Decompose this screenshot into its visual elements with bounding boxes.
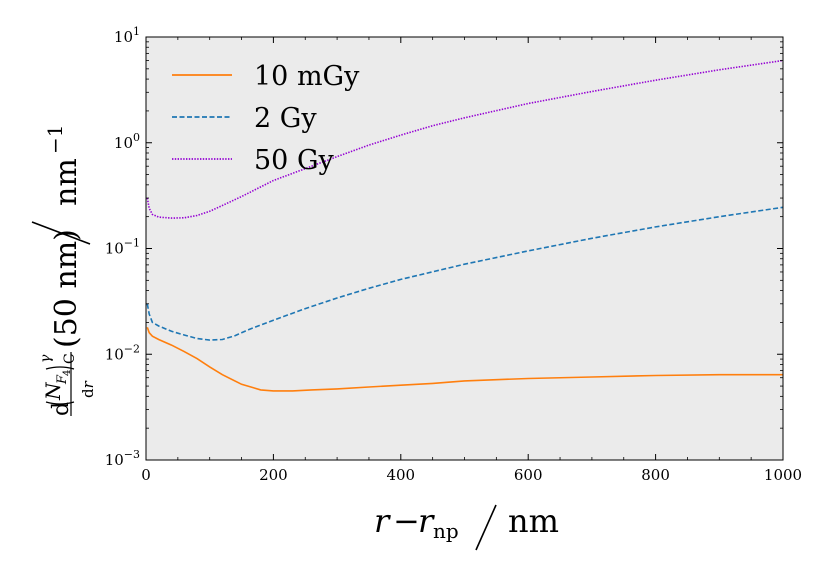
x-axis-label: r − r np nm [374, 502, 559, 551]
svg-text:N: N [41, 381, 65, 401]
svg-text:4: 4 [62, 370, 73, 376]
series-line-0 [146, 327, 783, 392]
y-axis-label: d N F 4 γ C dr (50 nm) nm −1 [31, 125, 97, 416]
y-tick-label: 10−1 [105, 237, 140, 258]
svg-text:−: − [393, 502, 420, 540]
legend-label-0: 10 mGy [254, 61, 360, 92]
legend: 10 mGy 2 Gy 50 Gy [172, 61, 360, 176]
svg-text:C: C [62, 353, 78, 364]
x-tick-label: 800 [641, 466, 670, 484]
svg-text:nm: nm [49, 158, 84, 206]
y-tick-label: 101 [114, 25, 140, 46]
svg-text:r: r [374, 502, 391, 540]
svg-text:nm: nm [508, 502, 559, 540]
x-tick-label: 600 [514, 466, 543, 484]
svg-text:dr: dr [79, 380, 97, 398]
legend-label-1: 2 Gy [254, 103, 317, 134]
plot-area-background [146, 37, 783, 460]
y-tick-label: 10−2 [105, 342, 140, 363]
tick-layer: 0 200 400 600 800 1000 10−3 10−2 10−1 100 101 [105, 25, 802, 484]
x-tick-label: 400 [386, 466, 415, 484]
x-tick-label: 200 [259, 466, 288, 484]
svg-text:r: r [418, 502, 435, 540]
series-line-2 [146, 59, 784, 219]
series-layer [146, 59, 784, 392]
legend-label-2: 50 Gy [254, 145, 335, 176]
svg-text:γ: γ [38, 354, 54, 363]
series-line-1 [146, 206, 784, 341]
svg-text:(50 nm): (50 nm) [49, 229, 84, 348]
y-tick-label: 10−3 [105, 448, 140, 469]
y-tick-label: 100 [114, 131, 140, 152]
svg-text:d: d [49, 402, 74, 416]
x-tick-label: 0 [141, 466, 151, 484]
svg-text:F: F [55, 374, 70, 385]
svg-text:−1: −1 [43, 125, 67, 154]
x-tick-label: 1000 [764, 466, 802, 484]
svg-text:np: np [433, 519, 459, 543]
